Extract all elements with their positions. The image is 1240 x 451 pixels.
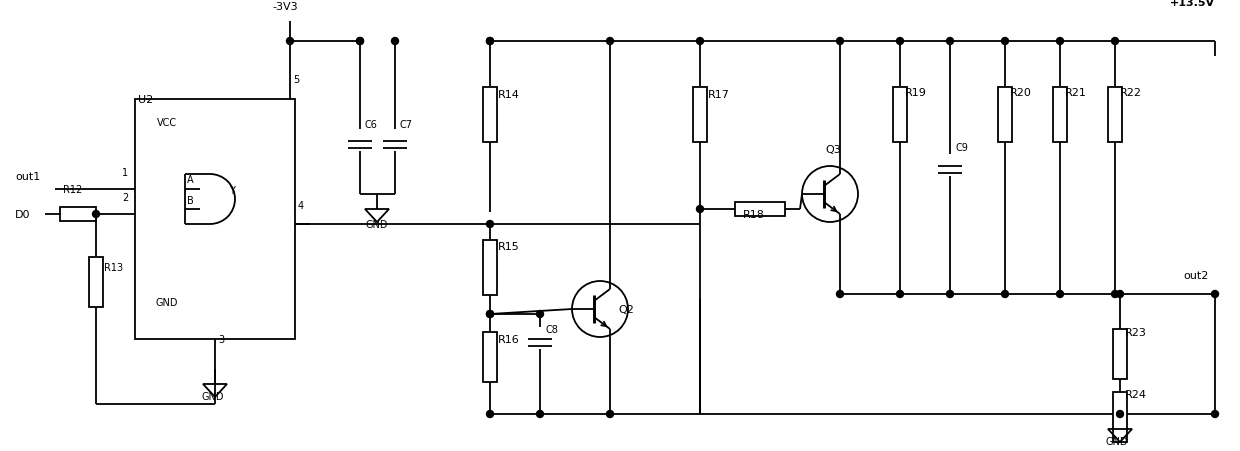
- Circle shape: [357, 38, 363, 46]
- Text: R15: R15: [498, 241, 520, 252]
- Text: R24: R24: [1125, 389, 1147, 399]
- Text: R18: R18: [743, 210, 765, 220]
- Bar: [60, 207, 95, 221]
- Circle shape: [606, 410, 614, 418]
- Text: R17: R17: [708, 90, 730, 100]
- Text: C6: C6: [365, 120, 377, 130]
- Text: C8: C8: [546, 324, 558, 334]
- Text: +13.5V: +13.5V: [1171, 0, 1215, 8]
- Text: VCC: VCC: [157, 118, 177, 128]
- Circle shape: [93, 211, 99, 218]
- Circle shape: [946, 291, 954, 298]
- Text: R14: R14: [498, 90, 520, 100]
- Bar: [1114, 392, 1127, 442]
- Circle shape: [486, 311, 494, 318]
- Text: A: A: [187, 175, 193, 184]
- Text: R23: R23: [1125, 327, 1147, 337]
- Circle shape: [897, 38, 904, 46]
- Circle shape: [897, 291, 904, 298]
- Circle shape: [837, 291, 843, 298]
- Text: out1: out1: [15, 172, 40, 182]
- Circle shape: [392, 38, 398, 46]
- Circle shape: [537, 410, 543, 418]
- Circle shape: [697, 38, 703, 46]
- Bar: [1053, 87, 1066, 142]
- Circle shape: [1211, 291, 1219, 298]
- Text: 4: 4: [298, 201, 304, 211]
- Circle shape: [486, 311, 494, 318]
- Text: GND: GND: [201, 391, 223, 401]
- Circle shape: [1111, 291, 1118, 298]
- Text: R22: R22: [1120, 88, 1142, 98]
- Text: R19: R19: [905, 88, 926, 98]
- Text: Q2: Q2: [618, 304, 634, 314]
- Text: 1: 1: [122, 168, 128, 178]
- Circle shape: [606, 38, 614, 46]
- Bar: [998, 87, 1012, 142]
- Text: R13: R13: [104, 262, 123, 272]
- Bar: [135, 100, 295, 339]
- Text: out2: out2: [1183, 271, 1208, 281]
- Text: C9: C9: [955, 143, 968, 152]
- Circle shape: [1002, 38, 1008, 46]
- Circle shape: [837, 38, 843, 46]
- Circle shape: [1116, 410, 1123, 418]
- Circle shape: [357, 38, 363, 46]
- Text: B: B: [187, 196, 193, 206]
- Bar: [1109, 87, 1122, 142]
- Circle shape: [1056, 38, 1064, 46]
- Circle shape: [946, 38, 954, 46]
- Circle shape: [486, 38, 494, 46]
- Text: R20: R20: [1011, 88, 1032, 98]
- Text: R12: R12: [63, 184, 82, 194]
- Circle shape: [286, 38, 294, 46]
- Text: D0: D0: [15, 210, 31, 220]
- Text: Q3: Q3: [825, 145, 841, 155]
- Text: 3: 3: [218, 334, 224, 344]
- Circle shape: [486, 221, 494, 228]
- Bar: [484, 87, 497, 142]
- Text: GND: GND: [155, 297, 177, 307]
- Circle shape: [486, 38, 494, 46]
- Text: GND: GND: [365, 220, 388, 230]
- Text: -3V3: -3V3: [272, 2, 298, 12]
- Bar: [693, 87, 707, 142]
- Circle shape: [537, 311, 543, 318]
- Bar: [89, 258, 103, 307]
- Circle shape: [486, 410, 494, 418]
- Circle shape: [1002, 291, 1008, 298]
- Text: R21: R21: [1065, 88, 1087, 98]
- Bar: [484, 240, 497, 295]
- Circle shape: [697, 206, 703, 213]
- Text: GND: GND: [1106, 436, 1128, 446]
- Text: Y: Y: [229, 186, 234, 196]
- Circle shape: [1116, 291, 1123, 298]
- Bar: [893, 87, 906, 142]
- Text: 5: 5: [293, 75, 299, 85]
- Bar: [484, 332, 497, 382]
- Circle shape: [1111, 38, 1118, 46]
- Text: 2: 2: [122, 193, 128, 202]
- Text: U2: U2: [138, 95, 154, 105]
- Text: C7: C7: [399, 120, 412, 130]
- Circle shape: [1211, 410, 1219, 418]
- Text: R16: R16: [498, 334, 520, 344]
- Bar: [1114, 329, 1127, 379]
- Circle shape: [1056, 291, 1064, 298]
- Bar: [735, 202, 785, 216]
